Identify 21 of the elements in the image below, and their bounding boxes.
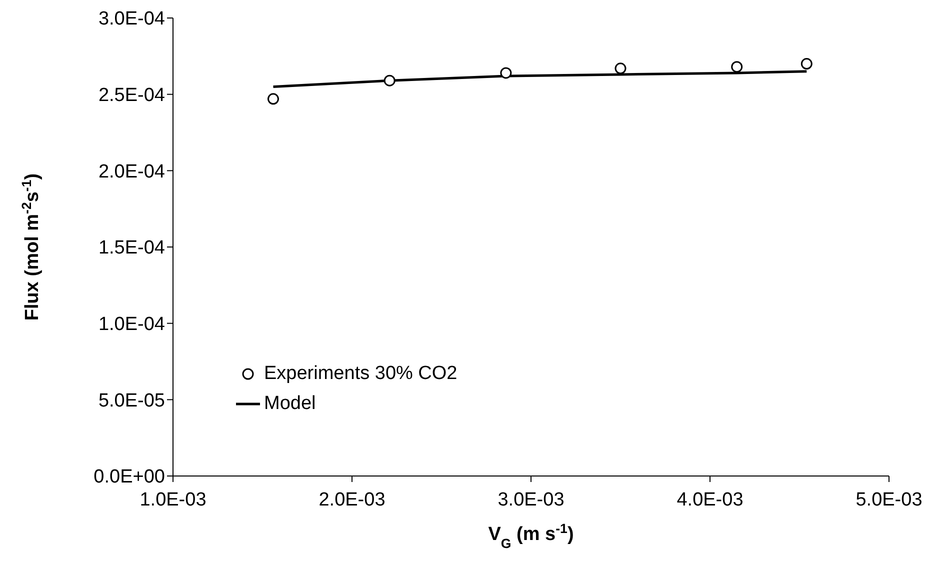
point [500, 67, 512, 79]
y-tick-label: 1.0E-04 [98, 314, 166, 336]
y-tick-label: 0.0E+00 [94, 466, 165, 488]
x-tick-label: 3.0E-03 [498, 489, 564, 510]
x-tick-label: 2.0E-03 [318, 489, 386, 510]
legend-label: Experiments 30% CO2 [264, 363, 458, 385]
y-tick-label: 2.5E-04 [98, 85, 166, 106]
y-tick-label: 3.0E-04 [98, 8, 166, 30]
y-tick-label: 1.5E-04 [98, 238, 166, 259]
point [800, 58, 812, 70]
x-tick-label: 5.0E-03 [856, 489, 922, 510]
x-tick-label: 4.0E-03 [676, 489, 744, 510]
y-tick-label: 2.0E-04 [98, 161, 166, 182]
x-axis-title: V$_{G}$ (m s$^{-1}$) [488, 520, 574, 550]
point [267, 93, 279, 105]
point [614, 62, 626, 74]
legend-label: Model [264, 393, 316, 415]
point [384, 74, 396, 86]
x-tick-label: 1.0E-03 [140, 489, 206, 510]
y-tick-label: 5.0E-05 [98, 390, 165, 412]
point [731, 61, 743, 73]
